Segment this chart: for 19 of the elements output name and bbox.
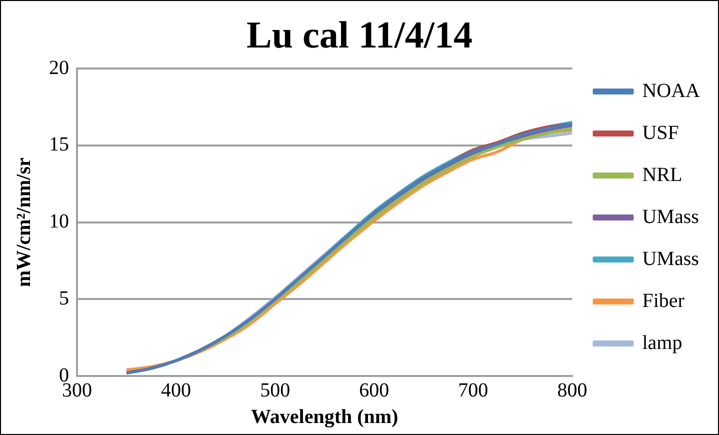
x-axis-title: Wavelength (nm) <box>251 406 398 428</box>
legend-label: NRL <box>642 164 682 186</box>
x-tick-label: 400 <box>161 379 192 402</box>
y-tick-label: 5 <box>59 287 69 310</box>
x-tick-label: 500 <box>260 379 290 402</box>
y-axis-title: mW/cm²/nm/sr <box>13 158 36 287</box>
x-tick-label: 700 <box>458 379 488 402</box>
y-tick-label: 10 <box>49 210 69 233</box>
legend-label: lamp <box>642 332 682 354</box>
legend-label: USF <box>642 122 679 144</box>
legend-label: Fiber <box>642 290 685 312</box>
legend-label: NOAA <box>642 80 701 102</box>
legend-label: UMass <box>642 206 700 228</box>
x-tick-label: 800 <box>557 379 588 402</box>
chart-title: Lu cal 11/4/14 <box>246 14 472 57</box>
x-tick-label: 600 <box>359 379 390 402</box>
legend-label: UMass <box>642 248 700 270</box>
y-tick-label: 20 <box>49 56 69 79</box>
y-tick-label: 15 <box>49 134 69 156</box>
